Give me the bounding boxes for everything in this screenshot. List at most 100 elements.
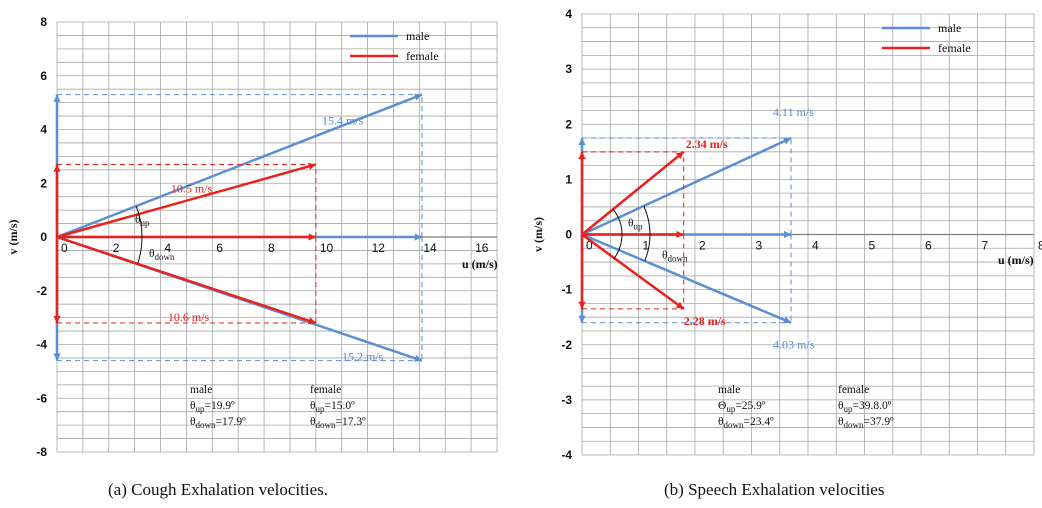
x-tick-label: 6	[216, 241, 223, 255]
velocity-vector-arrow-head	[783, 316, 792, 324]
velocity-vector-arrow-shaft	[581, 150, 685, 236]
note-male-title: male	[718, 384, 740, 396]
x-tick-label: 4	[812, 239, 819, 253]
velocity-vector-arrow-shaft	[581, 233, 792, 324]
legend-label-male: male	[938, 21, 961, 35]
x-axis-label: u (m/s)	[462, 257, 498, 271]
y-tick-label: -2	[561, 338, 572, 352]
theta-up-label: θup	[135, 214, 150, 228]
note-male-title: male	[190, 384, 212, 396]
velocity-vector-arrow-head	[414, 354, 422, 362]
velocity-vector-arrow-shaft	[56, 163, 317, 239]
angle-arc-down-female	[613, 234, 623, 260]
note-male-theta-down: θdown=17.9º	[190, 416, 246, 430]
chart-panel-speech: 0 1 2 3 4 5 6 7 8 4 3 2 1 0 -1 -2 -3 -4 u (m/s) v (m/s) 4.11…	[531, 7, 1042, 499]
theta-down-label: θdown	[662, 250, 688, 264]
y-tick-label: -8	[36, 445, 47, 459]
velocity-vector-arrow-head	[307, 162, 316, 170]
velocity-vector-arrow-head	[413, 93, 422, 101]
grid	[581, 13, 1035, 456]
u-component-arrow-female-head	[676, 230, 684, 239]
y-tick-label: 0	[40, 230, 47, 244]
figure-caption: (a) Cough Exhalation velocities.	[108, 480, 328, 499]
legend-label-female: female	[406, 49, 439, 63]
vector-magnitude-label: 4.03 m/s	[773, 338, 815, 352]
vector-female: 10.6 m/s	[53, 235, 317, 325]
vector-magnitude-label: 2.34 m/s	[686, 137, 728, 151]
figure-caption: (b) Speech Exhalation velocities	[664, 480, 884, 499]
y-tick-label: -3	[561, 393, 572, 407]
v-component-arrow-head	[578, 301, 586, 309]
velocity-vector-arrow-shaft	[56, 235, 317, 325]
u-component-arrow-female-head	[308, 233, 316, 241]
legend-label-female: female	[938, 41, 971, 55]
x-tick-label: 8	[1038, 239, 1042, 253]
angle-arc-up-female	[612, 208, 623, 235]
x-tick-label: 10	[320, 241, 334, 255]
note-female-title: female	[310, 384, 341, 396]
x-tick-label: 12	[372, 241, 386, 255]
vector-magnitude-label: 10.5 m/s	[171, 181, 213, 195]
angle-arc-down	[137, 236, 143, 265]
vector-magnitude-label: 2.28 m/s	[684, 314, 726, 328]
y-tick-label: 3	[565, 62, 572, 76]
vector-male: 4.03 m/s	[578, 233, 815, 352]
velocity-vector-arrow-shaft	[581, 233, 685, 310]
note-male-theta-up: Θup=25.9º	[718, 400, 766, 414]
theta-up-label: θup	[628, 218, 643, 232]
y-axis-label: v (m/s)	[6, 220, 20, 255]
v-component-arrow-head	[53, 353, 61, 361]
x-tick-label: 2	[699, 239, 706, 253]
legend-label-male: male	[406, 29, 429, 43]
note-female-title: female	[838, 384, 869, 396]
x-tick-label: 16	[475, 241, 489, 255]
vector-female: 10.5 m/s	[53, 162, 317, 239]
note-female-theta-down: θdown=37.9º	[838, 416, 894, 430]
x-tick-label: 3	[756, 239, 763, 253]
angle-arc-up	[135, 205, 143, 238]
vector-female: 2.28 m/s	[578, 233, 726, 328]
v-component-arrow-head	[578, 138, 586, 146]
y-tick-label: -4	[561, 448, 572, 462]
v-component-arrow-head	[578, 315, 586, 323]
legend: male female	[882, 21, 971, 55]
x-tick-label: 1	[643, 239, 650, 253]
v-component-arrow-head	[53, 94, 61, 102]
x-axis-label: u (m/s)	[998, 253, 1034, 267]
y-tick-label: 8	[40, 15, 47, 29]
u-component-arrow-male-head	[783, 230, 792, 239]
note-female-theta-up: θup=15.0º	[310, 400, 355, 414]
x-tick-label: 8	[268, 241, 275, 255]
y-tick-label: 4	[40, 123, 47, 137]
angle-arc-down	[644, 234, 651, 262]
vector-magnitude-label: 15.4 m/s	[322, 114, 364, 128]
vector-magnitude-label: 10.6 m/s	[168, 310, 210, 324]
theta-down-label: θdown	[149, 248, 175, 262]
y-axis-label: v (m/s)	[531, 217, 545, 252]
note-male-theta-down: θdown=23.4º	[718, 416, 774, 430]
vector-magnitude-label: 4.11 m/s	[773, 105, 814, 119]
chart-panel-cough: 0 2 4 6 8 10 12 14 16 8 6 4 2 0 -2 -4 -6 -8 u (m/s) v (m/s)…	[6, 15, 498, 499]
velocity-vector-arrow-head	[675, 151, 684, 160]
u-component-arrow-male-head	[414, 233, 422, 241]
y-tick-label: 1	[565, 172, 572, 186]
y-tick-label: 2	[40, 176, 47, 190]
x-tick-label: 0	[61, 241, 68, 255]
note-female-theta-up: θup=39.8.0º	[838, 400, 892, 414]
angle-arc-up	[643, 205, 651, 235]
y-tick-label: 2	[565, 117, 572, 131]
velocity-vector-arrow-head	[783, 137, 792, 145]
x-tick-label: 5	[869, 239, 876, 253]
velocity-vector-arrow-shaft	[56, 93, 423, 239]
y-tick-label: 6	[40, 69, 47, 83]
x-tick-label: 7	[982, 239, 989, 253]
x-tick-label: 2	[113, 241, 120, 255]
y-tick-label: -6	[36, 391, 47, 405]
legend: male female	[350, 29, 439, 63]
velocity-vector-arrow-head	[675, 301, 684, 309]
vector-magnitude-label: 15.2 m/s	[342, 350, 384, 364]
velocity-vector-arrow-head	[307, 317, 316, 325]
v-component-arrow-head	[578, 151, 586, 159]
